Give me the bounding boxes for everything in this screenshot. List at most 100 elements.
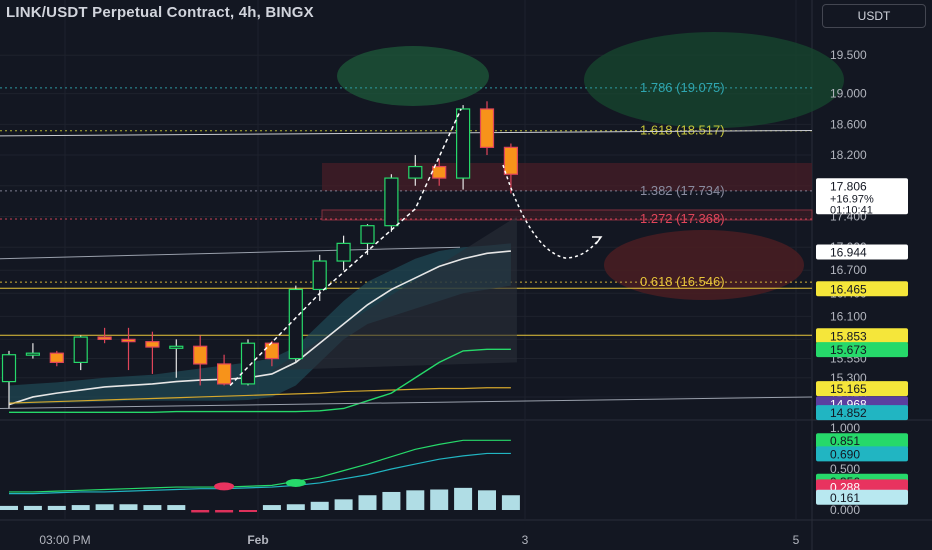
- time-tick-label: Feb: [247, 533, 268, 547]
- trend-line: [0, 129, 813, 137]
- oscillator-bar: [478, 490, 496, 510]
- trend-line: [0, 246, 461, 260]
- oscillator-bar: [310, 501, 329, 510]
- candle-body: [264, 342, 279, 360]
- projection-arrow-head: [592, 236, 603, 245]
- candle-body: [456, 108, 471, 179]
- oscillator-tick-label: 1.000: [830, 421, 860, 435]
- oscillator-tag: 0.851: [816, 433, 908, 449]
- time-tick-label: 3: [522, 533, 529, 547]
- candle-body: [145, 341, 160, 348]
- candle-body: [217, 363, 232, 385]
- price-tag: 16.944: [816, 244, 908, 260]
- candlestick: [145, 331, 160, 374]
- currency-button[interactable]: USDT: [822, 4, 926, 28]
- price-tick-label: 16.100: [830, 309, 867, 323]
- candlestick: [97, 327, 112, 344]
- price-tag-box: [816, 405, 908, 421]
- oscillator-line: [9, 452, 511, 495]
- price-tag: 17.806+16.97%01:10:41: [816, 178, 908, 216]
- price-tag-box: [816, 178, 908, 215]
- price-tick-label: 19.000: [830, 87, 867, 101]
- wave-path: [229, 108, 462, 386]
- candle-body: [479, 108, 495, 148]
- range-shade: [271, 216, 517, 371]
- oscillator-tick-label: 0.000: [830, 503, 860, 517]
- oscillator-bar: [358, 495, 377, 510]
- oscillator-bar: [430, 489, 449, 510]
- oscillator-bar: [191, 510, 210, 513]
- candlestick: [193, 335, 208, 386]
- price-tag-box: [816, 381, 908, 397]
- price-tag-sub: 01:10:41: [830, 204, 873, 216]
- price-tag-value: 0.851: [830, 434, 860, 448]
- price-tag-sub: +16.97%: [830, 193, 874, 205]
- support-zone-ellipse: [604, 230, 804, 300]
- price-tag-box: [816, 244, 908, 260]
- candle-body: [240, 342, 256, 385]
- price-tag-box: [816, 433, 908, 449]
- price-tag: 15.673: [816, 342, 908, 358]
- price-tag-value: 0.161: [830, 491, 860, 505]
- chart-title: LINK/USDT Perpetual Contract, 4h, BINGX: [6, 4, 314, 21]
- price-tag: 15.853: [816, 328, 908, 344]
- candlestick: [240, 339, 256, 386]
- candle-body: [384, 177, 399, 227]
- price-tag-box: [816, 489, 908, 505]
- price-tag: 14.852: [816, 405, 908, 421]
- candle-body: [288, 288, 303, 360]
- indicator-cloud: [9, 243, 511, 405]
- moving-average-line: [8, 387, 511, 404]
- oscillator-tag: 0.690: [816, 446, 908, 462]
- cross-marker: [214, 482, 235, 491]
- candle-body: [336, 242, 351, 262]
- target-zone-ellipse: [337, 46, 489, 106]
- oscillator-bar: [239, 510, 257, 512]
- oscillator-bar: [143, 505, 162, 510]
- candlestick: [479, 101, 495, 156]
- oscillator-bar: [286, 504, 305, 510]
- price-tag-box: [816, 281, 908, 297]
- candle-body: [193, 345, 208, 365]
- candle-body: [49, 352, 64, 363]
- oscillator-bar: [406, 490, 425, 510]
- oscillator-bar: [334, 499, 353, 510]
- trend-line: [0, 396, 813, 409]
- oscillator-tick-label: 0.500: [830, 462, 860, 476]
- price-tag-value: 16.465: [830, 282, 867, 296]
- oscillator-bar: [71, 505, 90, 510]
- oscillator-bar: [262, 505, 281, 510]
- candlestick: [384, 174, 399, 232]
- price-tag-box: [816, 342, 908, 358]
- candle-body: [503, 146, 518, 175]
- price-tag-value: 14.852: [830, 406, 867, 420]
- price-tag-value: 16.944: [830, 246, 867, 260]
- oscillator-bar: [23, 505, 42, 510]
- candlestick: [49, 350, 64, 367]
- candlestick: [1, 350, 17, 409]
- candlestick: [360, 224, 375, 255]
- cross-marker: [285, 478, 306, 487]
- candle-body: [73, 336, 88, 363]
- oscillator-bar: [0, 505, 18, 510]
- candlestick: [73, 335, 88, 371]
- price-tag-value: 0.690: [830, 447, 860, 461]
- fib-level-label: 1.786 (19.075): [640, 80, 725, 95]
- price-tag: 16.465: [816, 281, 908, 297]
- oscillator-bar: [454, 487, 473, 510]
- moving-average-line: [9, 348, 511, 414]
- price-tag: 15.165: [816, 381, 908, 397]
- time-tick-label: 5: [793, 533, 800, 547]
- candle-body: [25, 352, 40, 356]
- candlestick: [121, 327, 136, 371]
- candlestick: [169, 339, 184, 378]
- price-tick-label: 16.700: [830, 263, 867, 277]
- fib-level-label: 1.618 (18.517): [640, 123, 725, 138]
- price-tick-label: 18.600: [830, 117, 867, 131]
- candlestick: [25, 343, 40, 359]
- candle-body: [408, 165, 423, 179]
- candlestick: [503, 143, 518, 194]
- time-tick-label: 03:00 PM: [39, 533, 90, 547]
- oscillator-bar: [501, 495, 520, 510]
